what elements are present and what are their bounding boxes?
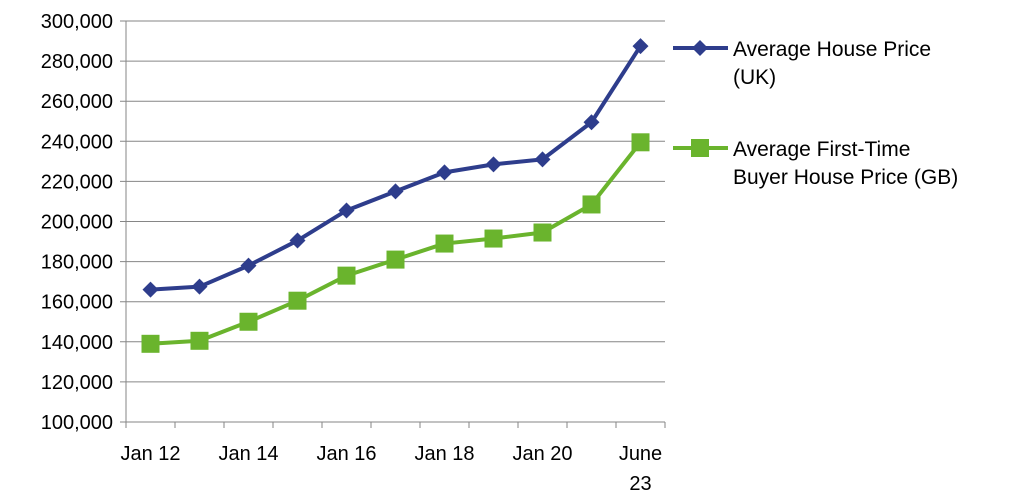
x-tick-label: Jan 18 xyxy=(414,443,474,465)
legend-label-line: Average First-Time xyxy=(733,138,910,161)
x-tick-label: Jan 20 xyxy=(512,443,572,465)
data-point xyxy=(533,223,552,242)
plot-area xyxy=(141,38,650,353)
y-tick-label: 180,000 xyxy=(41,252,113,274)
data-point xyxy=(191,278,208,295)
legend-label: Average First-Time Buyer House Price (GB) xyxy=(733,138,958,189)
y-tick-label: 160,000 xyxy=(41,292,113,314)
x-tick-label-line: 23 xyxy=(629,473,651,494)
legend-label-line: (UK) xyxy=(733,66,776,89)
y-tick-label: 140,000 xyxy=(41,332,113,354)
data-point xyxy=(337,266,356,285)
data-point xyxy=(582,195,601,214)
y-tick-label: 200,000 xyxy=(41,212,113,234)
y-tick-label: 100,000 xyxy=(41,412,113,434)
data-point xyxy=(632,38,649,55)
data-point xyxy=(583,114,600,131)
legend: Average House Price (UK) Average First-Tim… xyxy=(673,38,958,189)
legend-label: Average House Price (UK) xyxy=(733,38,931,89)
data-point xyxy=(387,183,404,200)
legend-label-line: Buyer House Price (GB) xyxy=(733,166,958,189)
axes xyxy=(125,21,666,428)
data-point xyxy=(239,312,258,331)
data-point xyxy=(436,164,453,181)
x-tick-label-line: June xyxy=(619,443,662,465)
data-point xyxy=(631,133,650,152)
data-point xyxy=(484,229,503,248)
y-tick-label: 260,000 xyxy=(41,91,113,113)
legend-marker xyxy=(691,139,709,157)
data-point xyxy=(190,331,209,350)
data-point xyxy=(534,151,551,168)
data-point xyxy=(141,334,160,353)
data-point xyxy=(142,281,159,298)
data-point xyxy=(288,291,307,310)
x-axis-tick-labels: Jan 12 Jan 14 Jan 16 Jan 18 Jan 20 June 23 xyxy=(120,443,662,494)
data-point xyxy=(240,257,257,274)
y-tick-label: 120,000 xyxy=(41,372,113,394)
x-tick-label: Jan 12 xyxy=(120,443,180,465)
x-tick-label: Jan 14 xyxy=(218,443,278,465)
x-tick-label: Jan 16 xyxy=(316,443,376,465)
y-tick-label: 220,000 xyxy=(41,171,113,193)
y-tick-label: 240,000 xyxy=(41,131,113,153)
x-tick-label: June 23 xyxy=(619,443,662,494)
legend-marker xyxy=(692,40,708,56)
data-point xyxy=(338,202,355,219)
legend-label-line: Average House Price xyxy=(733,38,931,61)
series-line xyxy=(150,141,643,346)
y-tick-label: 300,000 xyxy=(41,11,113,33)
data-point xyxy=(485,156,502,173)
data-point xyxy=(289,232,306,249)
y-axis-tick-labels: 100,000 120,000 140,000 160,000 180,000 200,0… xyxy=(41,11,113,434)
gridlines xyxy=(120,20,665,423)
data-point xyxy=(435,234,454,253)
y-tick-label: 280,000 xyxy=(41,51,113,73)
data-point xyxy=(386,250,405,269)
